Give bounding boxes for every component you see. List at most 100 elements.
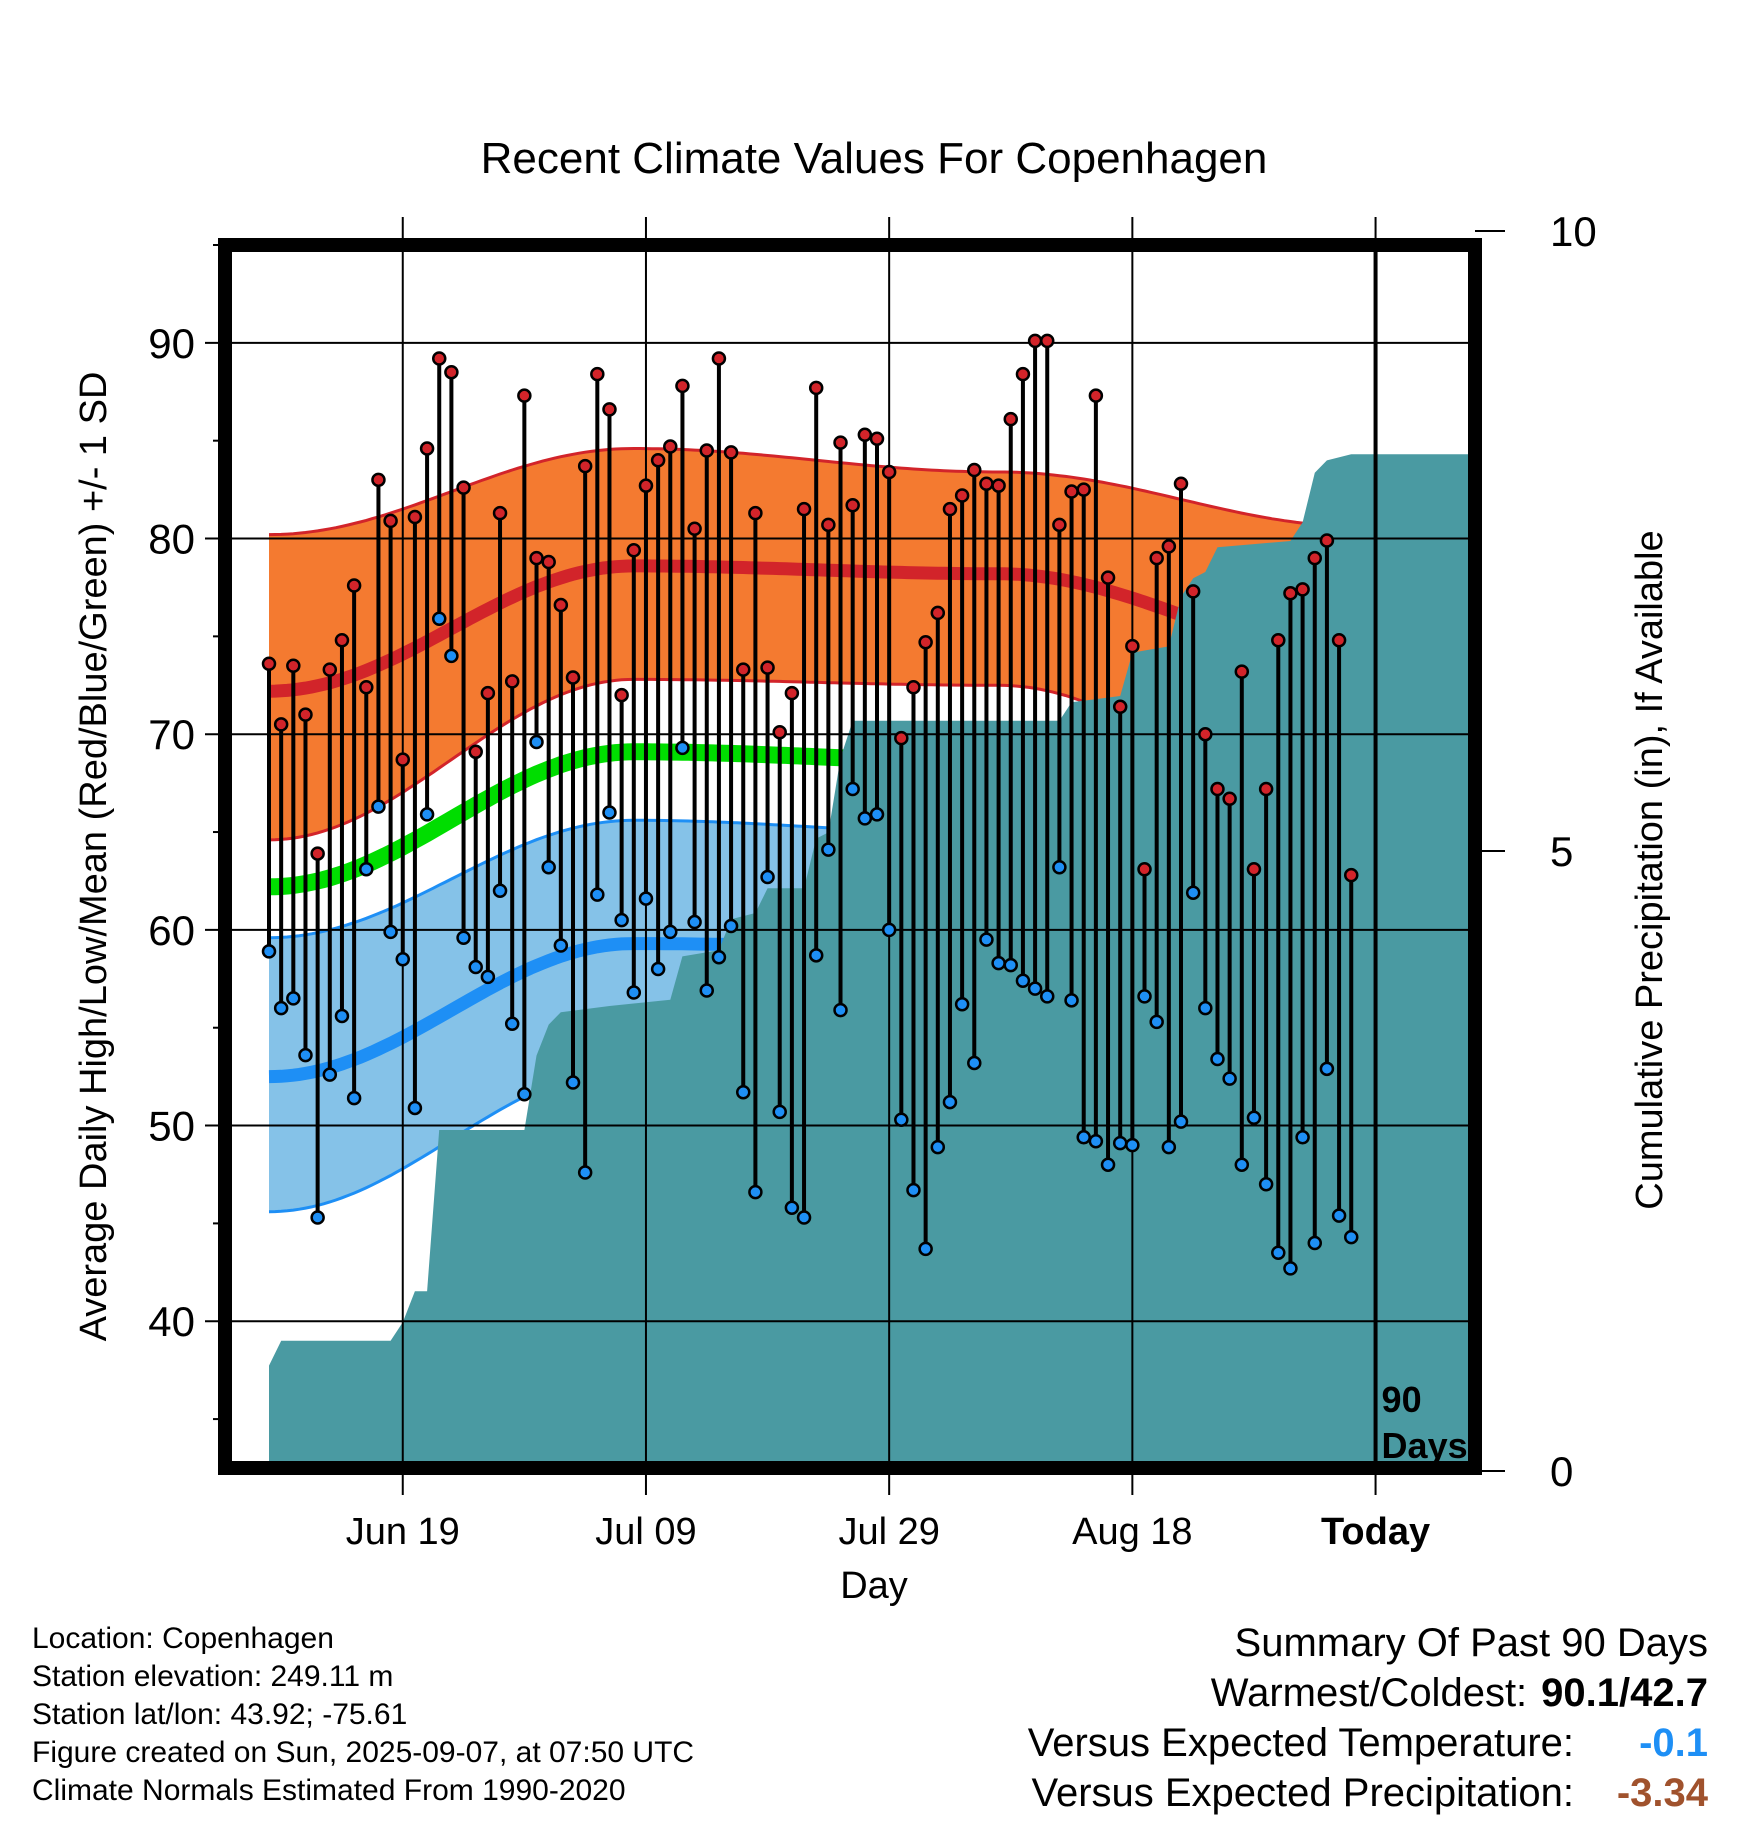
low-point <box>930 1139 946 1155</box>
low-point <box>1052 860 1067 875</box>
low-point <box>808 948 824 963</box>
high-point <box>480 685 496 701</box>
high-point <box>675 378 690 394</box>
high-point <box>942 501 958 517</box>
low-point <box>1076 1130 1091 1145</box>
high-point <box>444 364 459 380</box>
low-point <box>1112 1135 1128 1151</box>
high-point <box>869 431 885 446</box>
low-point <box>748 1184 763 1200</box>
low-point <box>322 1067 338 1082</box>
high-point <box>881 464 897 480</box>
low-point <box>1307 1235 1323 1251</box>
low-point <box>346 1090 362 1106</box>
high-point <box>1027 333 1043 349</box>
high-point <box>1003 411 1019 427</box>
high-point <box>1100 570 1116 585</box>
low-point <box>1271 1245 1286 1261</box>
high-point <box>1210 781 1225 797</box>
high-point <box>1112 699 1128 715</box>
high-point <box>504 674 520 689</box>
latlon-text: Station lat/lon: 43.92; -75.61 <box>32 1698 408 1731</box>
low-point <box>942 1094 958 1110</box>
low-point <box>1210 1051 1225 1067</box>
high-point <box>1319 533 1335 548</box>
high-point <box>565 670 581 685</box>
low-point <box>1161 1139 1177 1155</box>
low-point <box>504 1016 520 1032</box>
high-point <box>784 685 800 701</box>
high-point <box>1198 726 1213 742</box>
high-point <box>273 717 289 732</box>
summary-panel: Summary Of Past 90 Days Warmest/Coldest:… <box>1028 1618 1708 1818</box>
low-point <box>553 938 569 953</box>
high-point <box>602 402 617 417</box>
chart-title: Recent Climate Values For Copenhagen <box>481 134 1268 183</box>
low-point <box>310 1210 325 1225</box>
plot-content: 90 Days <box>225 245 1475 1468</box>
high-point <box>1295 582 1310 597</box>
low-point <box>431 611 447 626</box>
low-point <box>1234 1157 1250 1172</box>
high-point <box>930 605 946 621</box>
low-point <box>663 924 678 940</box>
low-point <box>1064 993 1079 1008</box>
low-point <box>1343 1229 1359 1245</box>
precip-area <box>269 454 1475 1468</box>
low-point <box>869 807 885 822</box>
high-point <box>845 498 860 513</box>
low-point <box>675 740 690 756</box>
low-point <box>687 914 702 930</box>
low-point <box>626 985 642 1000</box>
warmest-value: 90.1/42.7 <box>1541 1671 1708 1715</box>
created-text: Figure created on Sun, 2025-09-07, at 07… <box>32 1736 695 1769</box>
high-point <box>1088 388 1104 403</box>
high-point <box>748 505 763 521</box>
high-point <box>979 476 994 491</box>
precip-label: Versus Expected Precipitation: <box>1031 1771 1574 1815</box>
low-point <box>565 1075 581 1090</box>
high-point <box>1283 586 1298 601</box>
y-axis-label: Average Daily High/Low/Mean (Red/Blue/Gr… <box>73 372 115 1342</box>
high-point <box>322 662 338 677</box>
low-point <box>444 648 459 664</box>
high-point <box>796 501 812 517</box>
low-point <box>954 996 970 1012</box>
high-point <box>906 679 921 695</box>
high-point <box>626 543 642 558</box>
y-tick-label: 40 <box>148 1298 195 1345</box>
low-point <box>1258 1177 1274 1192</box>
low-point <box>359 861 374 877</box>
plot-area: 90 Days <box>225 245 1475 1468</box>
high-point <box>541 554 556 570</box>
high-point <box>334 633 350 648</box>
high-point <box>383 513 398 529</box>
high-point <box>1064 484 1079 499</box>
high-point <box>1149 550 1164 566</box>
x-tick-label: Jul 29 <box>838 1511 939 1553</box>
high-point <box>808 380 824 396</box>
normals-text: Climate Normals Estimated From 1990-2020 <box>32 1774 626 1807</box>
low-point <box>517 1087 532 1102</box>
low-point <box>1295 1130 1310 1145</box>
high-point <box>1271 633 1286 648</box>
low-point <box>383 924 398 940</box>
high-point <box>1234 664 1250 679</box>
low-point <box>881 922 897 938</box>
high-point <box>772 724 787 740</box>
location-text: Location: Copenhagen <box>32 1622 334 1655</box>
ninety-days-annotation: Days <box>1382 1425 1468 1466</box>
high-point <box>894 730 909 746</box>
high-point <box>1052 517 1067 533</box>
y2-tick-label: 0 <box>1550 1448 1573 1495</box>
high-point <box>371 472 386 488</box>
low-point <box>602 805 617 820</box>
low-point <box>1173 1114 1189 1129</box>
x-tick-label: Today <box>1321 1511 1430 1553</box>
summary-title: Summary Of Past 90 Days <box>1234 1621 1708 1665</box>
station-info: Location: Copenhagen Station elevation: … <box>32 1620 694 1810</box>
high-point <box>857 427 873 443</box>
high-point <box>967 462 982 478</box>
plot-frame <box>218 238 1482 1475</box>
